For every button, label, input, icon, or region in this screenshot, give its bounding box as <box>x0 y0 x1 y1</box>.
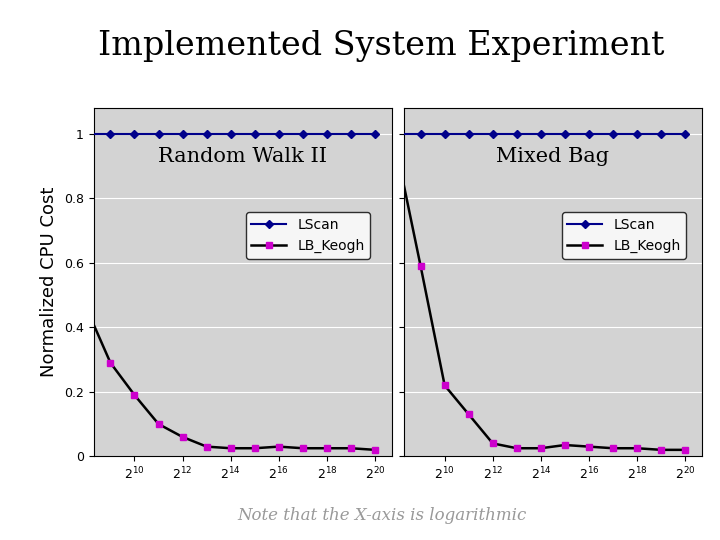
LB_Keogh <box>106 360 114 366</box>
LB_Keogh <box>561 442 570 448</box>
Legend: LScan, LB_Keogh: LScan, LB_Keogh <box>562 212 686 259</box>
LScan <box>681 131 690 137</box>
LB_Keogh <box>154 421 163 427</box>
Legend: LScan, LB_Keogh: LScan, LB_Keogh <box>246 212 370 259</box>
LScan <box>536 131 545 137</box>
LScan <box>274 131 283 137</box>
LScan <box>251 131 259 137</box>
LScan <box>633 131 642 137</box>
LB_Keogh <box>251 445 259 451</box>
LScan <box>323 131 331 137</box>
LB_Keogh <box>179 434 187 440</box>
LB_Keogh <box>130 392 139 399</box>
LB_Keogh <box>274 443 283 450</box>
LB_Keogh <box>82 305 91 311</box>
LB_Keogh <box>299 445 307 451</box>
LScan <box>416 131 425 137</box>
LB_Keogh <box>536 445 545 451</box>
LB_Keogh <box>392 147 401 153</box>
LScan <box>441 131 449 137</box>
LScan <box>464 131 473 137</box>
LScan <box>130 131 139 137</box>
LB_Keogh <box>608 445 617 451</box>
LB_Keogh <box>464 411 473 417</box>
LScan <box>392 131 401 137</box>
Text: Note that the X-axis is logarithmic: Note that the X-axis is logarithmic <box>237 507 526 524</box>
LB_Keogh <box>488 440 497 447</box>
LB_Keogh <box>657 447 665 453</box>
LScan <box>179 131 187 137</box>
Line: LB_Keogh: LB_Keogh <box>394 147 688 453</box>
Text: Random Walk II: Random Walk II <box>158 147 327 166</box>
LScan <box>346 131 355 137</box>
LScan <box>585 131 593 137</box>
LB_Keogh <box>441 382 449 389</box>
LB_Keogh <box>323 445 331 451</box>
LB_Keogh <box>585 443 593 450</box>
LScan <box>657 131 665 137</box>
Y-axis label: Normalized CPU Cost: Normalized CPU Cost <box>40 187 58 377</box>
LScan <box>561 131 570 137</box>
Text: Mixed Bag: Mixed Bag <box>496 147 609 166</box>
LB_Keogh <box>371 447 379 453</box>
LB_Keogh <box>416 263 425 269</box>
LScan <box>299 131 307 137</box>
LB_Keogh <box>513 445 521 451</box>
LScan <box>608 131 617 137</box>
Line: LScan: LScan <box>394 131 688 137</box>
LB_Keogh <box>226 445 235 451</box>
LB_Keogh <box>681 447 690 453</box>
LScan <box>154 131 163 137</box>
LB_Keogh <box>633 445 642 451</box>
LScan <box>106 131 114 137</box>
LScan <box>488 131 497 137</box>
LScan <box>513 131 521 137</box>
LScan <box>226 131 235 137</box>
Line: LScan: LScan <box>84 131 378 137</box>
LScan <box>202 131 211 137</box>
Line: LB_Keogh: LB_Keogh <box>84 305 378 453</box>
LB_Keogh <box>346 445 355 451</box>
LScan <box>371 131 379 137</box>
LScan <box>82 131 91 137</box>
LB_Keogh <box>202 443 211 450</box>
Text: Implemented System Experiment: Implemented System Experiment <box>99 30 665 62</box>
